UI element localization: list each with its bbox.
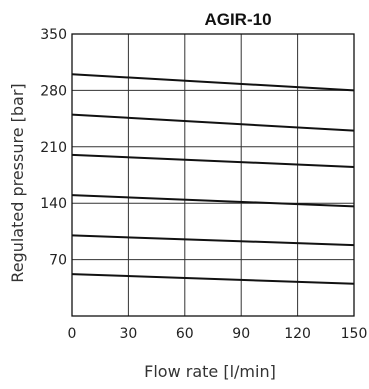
series-line-4 bbox=[71, 194, 355, 208]
y-tick-label-2: 210 bbox=[40, 140, 67, 156]
chart-title: AGIR-10 bbox=[204, 10, 271, 29]
x-tick-label-2: 60 bbox=[176, 326, 194, 342]
x-tick-label-1: 30 bbox=[119, 326, 137, 342]
x-tick-label-0: 0 bbox=[68, 326, 77, 342]
y-axis-label: Regulated pressure [bar] bbox=[8, 83, 27, 282]
series-line-2 bbox=[71, 113, 355, 132]
x-tick-label-5: 150 bbox=[341, 326, 368, 342]
x-axis-label: Flow rate [l/min] bbox=[144, 362, 276, 381]
y-tick-label-3: 280 bbox=[40, 83, 67, 99]
x-tick-label-4: 120 bbox=[284, 326, 311, 342]
series-lines bbox=[71, 73, 355, 285]
y-tick-labels: 70 140 210 280 350 bbox=[40, 27, 67, 269]
plot-frame bbox=[71, 33, 355, 317]
x-tick-label-3: 90 bbox=[232, 326, 250, 342]
series-line-3 bbox=[71, 153, 355, 168]
series-line-5 bbox=[71, 234, 355, 247]
y-tick-label-0: 70 bbox=[49, 253, 67, 269]
series-line-6 bbox=[71, 273, 355, 285]
y-tick-label-4: 350 bbox=[40, 27, 67, 43]
x-tick-labels: 0 30 60 90 120 150 bbox=[68, 326, 368, 342]
y-tick-label-1: 140 bbox=[40, 196, 67, 212]
series-line-1 bbox=[71, 73, 355, 92]
